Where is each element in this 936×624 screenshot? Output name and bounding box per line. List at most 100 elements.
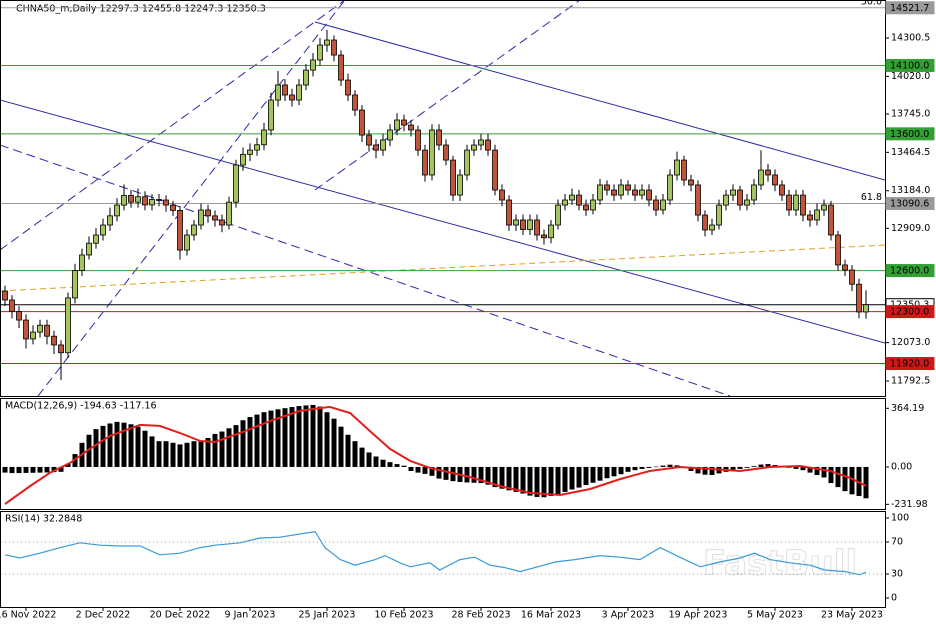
macd-bar bbox=[156, 441, 162, 467]
macd-bar bbox=[408, 466, 414, 471]
macd-bar bbox=[387, 462, 393, 467]
candle-body bbox=[478, 139, 484, 146]
candle-body bbox=[597, 184, 603, 201]
y-tick-label: -231.98 bbox=[891, 499, 928, 510]
candle-body bbox=[37, 324, 43, 333]
macd-bar bbox=[422, 466, 428, 474]
macd-bar bbox=[198, 441, 204, 467]
candle-body bbox=[156, 199, 162, 201]
candle-body bbox=[492, 149, 498, 191]
candle-body bbox=[135, 196, 141, 203]
macd-bar bbox=[2, 466, 8, 473]
macd-bar bbox=[709, 466, 715, 476]
macd-bar bbox=[569, 466, 575, 490]
candle-body bbox=[149, 199, 155, 206]
candle-body bbox=[114, 204, 120, 217]
macd-bar bbox=[121, 422, 127, 467]
macd-bar bbox=[359, 447, 365, 467]
macd-bar bbox=[751, 466, 757, 467]
rsi-line bbox=[4, 530, 867, 576]
candle-body bbox=[100, 224, 106, 236]
candle-body bbox=[72, 270, 78, 299]
candle-body bbox=[842, 264, 848, 271]
candle-body bbox=[471, 144, 477, 151]
macd-bar bbox=[611, 466, 617, 477]
macd-title: MACD(12,26,9) -194.63 -117.16 bbox=[5, 401, 157, 412]
candle-body bbox=[800, 194, 806, 216]
y-tick-label: 364.19 bbox=[891, 403, 924, 414]
macd-bar bbox=[436, 466, 442, 479]
macd-bar bbox=[758, 464, 764, 467]
macd-bar bbox=[688, 466, 694, 471]
macd-bar bbox=[184, 442, 190, 467]
macd-bar bbox=[842, 466, 848, 492]
x-tick-label: 2 Dec 2022 bbox=[76, 610, 131, 621]
macd-bar bbox=[744, 466, 750, 468]
y-tick-label: 70 bbox=[891, 537, 903, 548]
macd-bar bbox=[219, 431, 225, 467]
candle-body bbox=[499, 189, 505, 201]
candle-body bbox=[359, 109, 365, 136]
candle-body bbox=[415, 129, 421, 151]
candle-body bbox=[268, 99, 274, 131]
macd-bar bbox=[338, 426, 344, 467]
macd-bar bbox=[807, 466, 813, 473]
level-box bbox=[885, 305, 935, 319]
candle-body bbox=[828, 204, 834, 236]
x-tick-label: 5 May 2023 bbox=[747, 610, 803, 621]
macd-bar bbox=[65, 463, 71, 467]
candle-body bbox=[296, 84, 302, 101]
candle-body bbox=[618, 184, 624, 196]
macd-bar bbox=[380, 459, 386, 467]
macd-bar bbox=[534, 466, 540, 497]
candle-body bbox=[380, 139, 386, 151]
candle-body bbox=[730, 189, 736, 196]
macd-bar bbox=[51, 466, 57, 473]
macd-bar bbox=[324, 412, 330, 467]
macd-bar bbox=[576, 466, 582, 488]
macd-bar bbox=[590, 466, 596, 483]
candle-body bbox=[366, 134, 372, 146]
candle-body bbox=[513, 219, 519, 226]
candle-body bbox=[793, 194, 799, 211]
macd-bar bbox=[653, 466, 659, 468]
candle-body bbox=[338, 54, 344, 81]
macd-bar bbox=[212, 433, 218, 467]
macd-bar bbox=[548, 466, 554, 496]
macd-bar bbox=[401, 465, 407, 467]
macd-bar bbox=[555, 466, 561, 495]
x-tick-label: 3 Apr 2023 bbox=[602, 610, 655, 621]
candle-body bbox=[65, 297, 71, 354]
y-tick-label: 12909.0 bbox=[891, 223, 930, 234]
level-box bbox=[885, 264, 935, 278]
macd-bar bbox=[492, 466, 498, 488]
macd-bar bbox=[604, 466, 610, 479]
candle-body bbox=[324, 39, 330, 46]
candle-body bbox=[604, 184, 610, 191]
macd-bar bbox=[9, 466, 15, 474]
candle-body bbox=[772, 174, 778, 186]
level-label: 14521.7 bbox=[890, 3, 929, 14]
x-tick-label: 28 Feb 2023 bbox=[451, 610, 510, 621]
candle-body bbox=[450, 159, 456, 196]
macd-bar bbox=[639, 466, 645, 469]
level-label: 13090.6 bbox=[890, 198, 929, 209]
macd-bar bbox=[254, 414, 260, 467]
level-box bbox=[885, 1, 935, 15]
fib-label: 50.0 bbox=[861, 0, 882, 7]
candle-body bbox=[541, 234, 547, 239]
candle-body bbox=[219, 219, 225, 226]
candle-body bbox=[282, 84, 288, 96]
rsi-title: RSI(14) 32.2848 bbox=[5, 514, 82, 525]
signal-line bbox=[4, 405, 867, 505]
candle-body bbox=[177, 209, 183, 251]
candle-body bbox=[226, 201, 232, 226]
candle-body bbox=[9, 299, 15, 312]
macd-bar bbox=[261, 412, 267, 467]
candle-body bbox=[856, 283, 862, 313]
candle-body bbox=[639, 189, 645, 196]
y-tick-label: 100 bbox=[891, 513, 909, 524]
macd-bar bbox=[695, 466, 701, 474]
candle-body bbox=[667, 174, 673, 201]
macd-bar bbox=[737, 466, 743, 469]
